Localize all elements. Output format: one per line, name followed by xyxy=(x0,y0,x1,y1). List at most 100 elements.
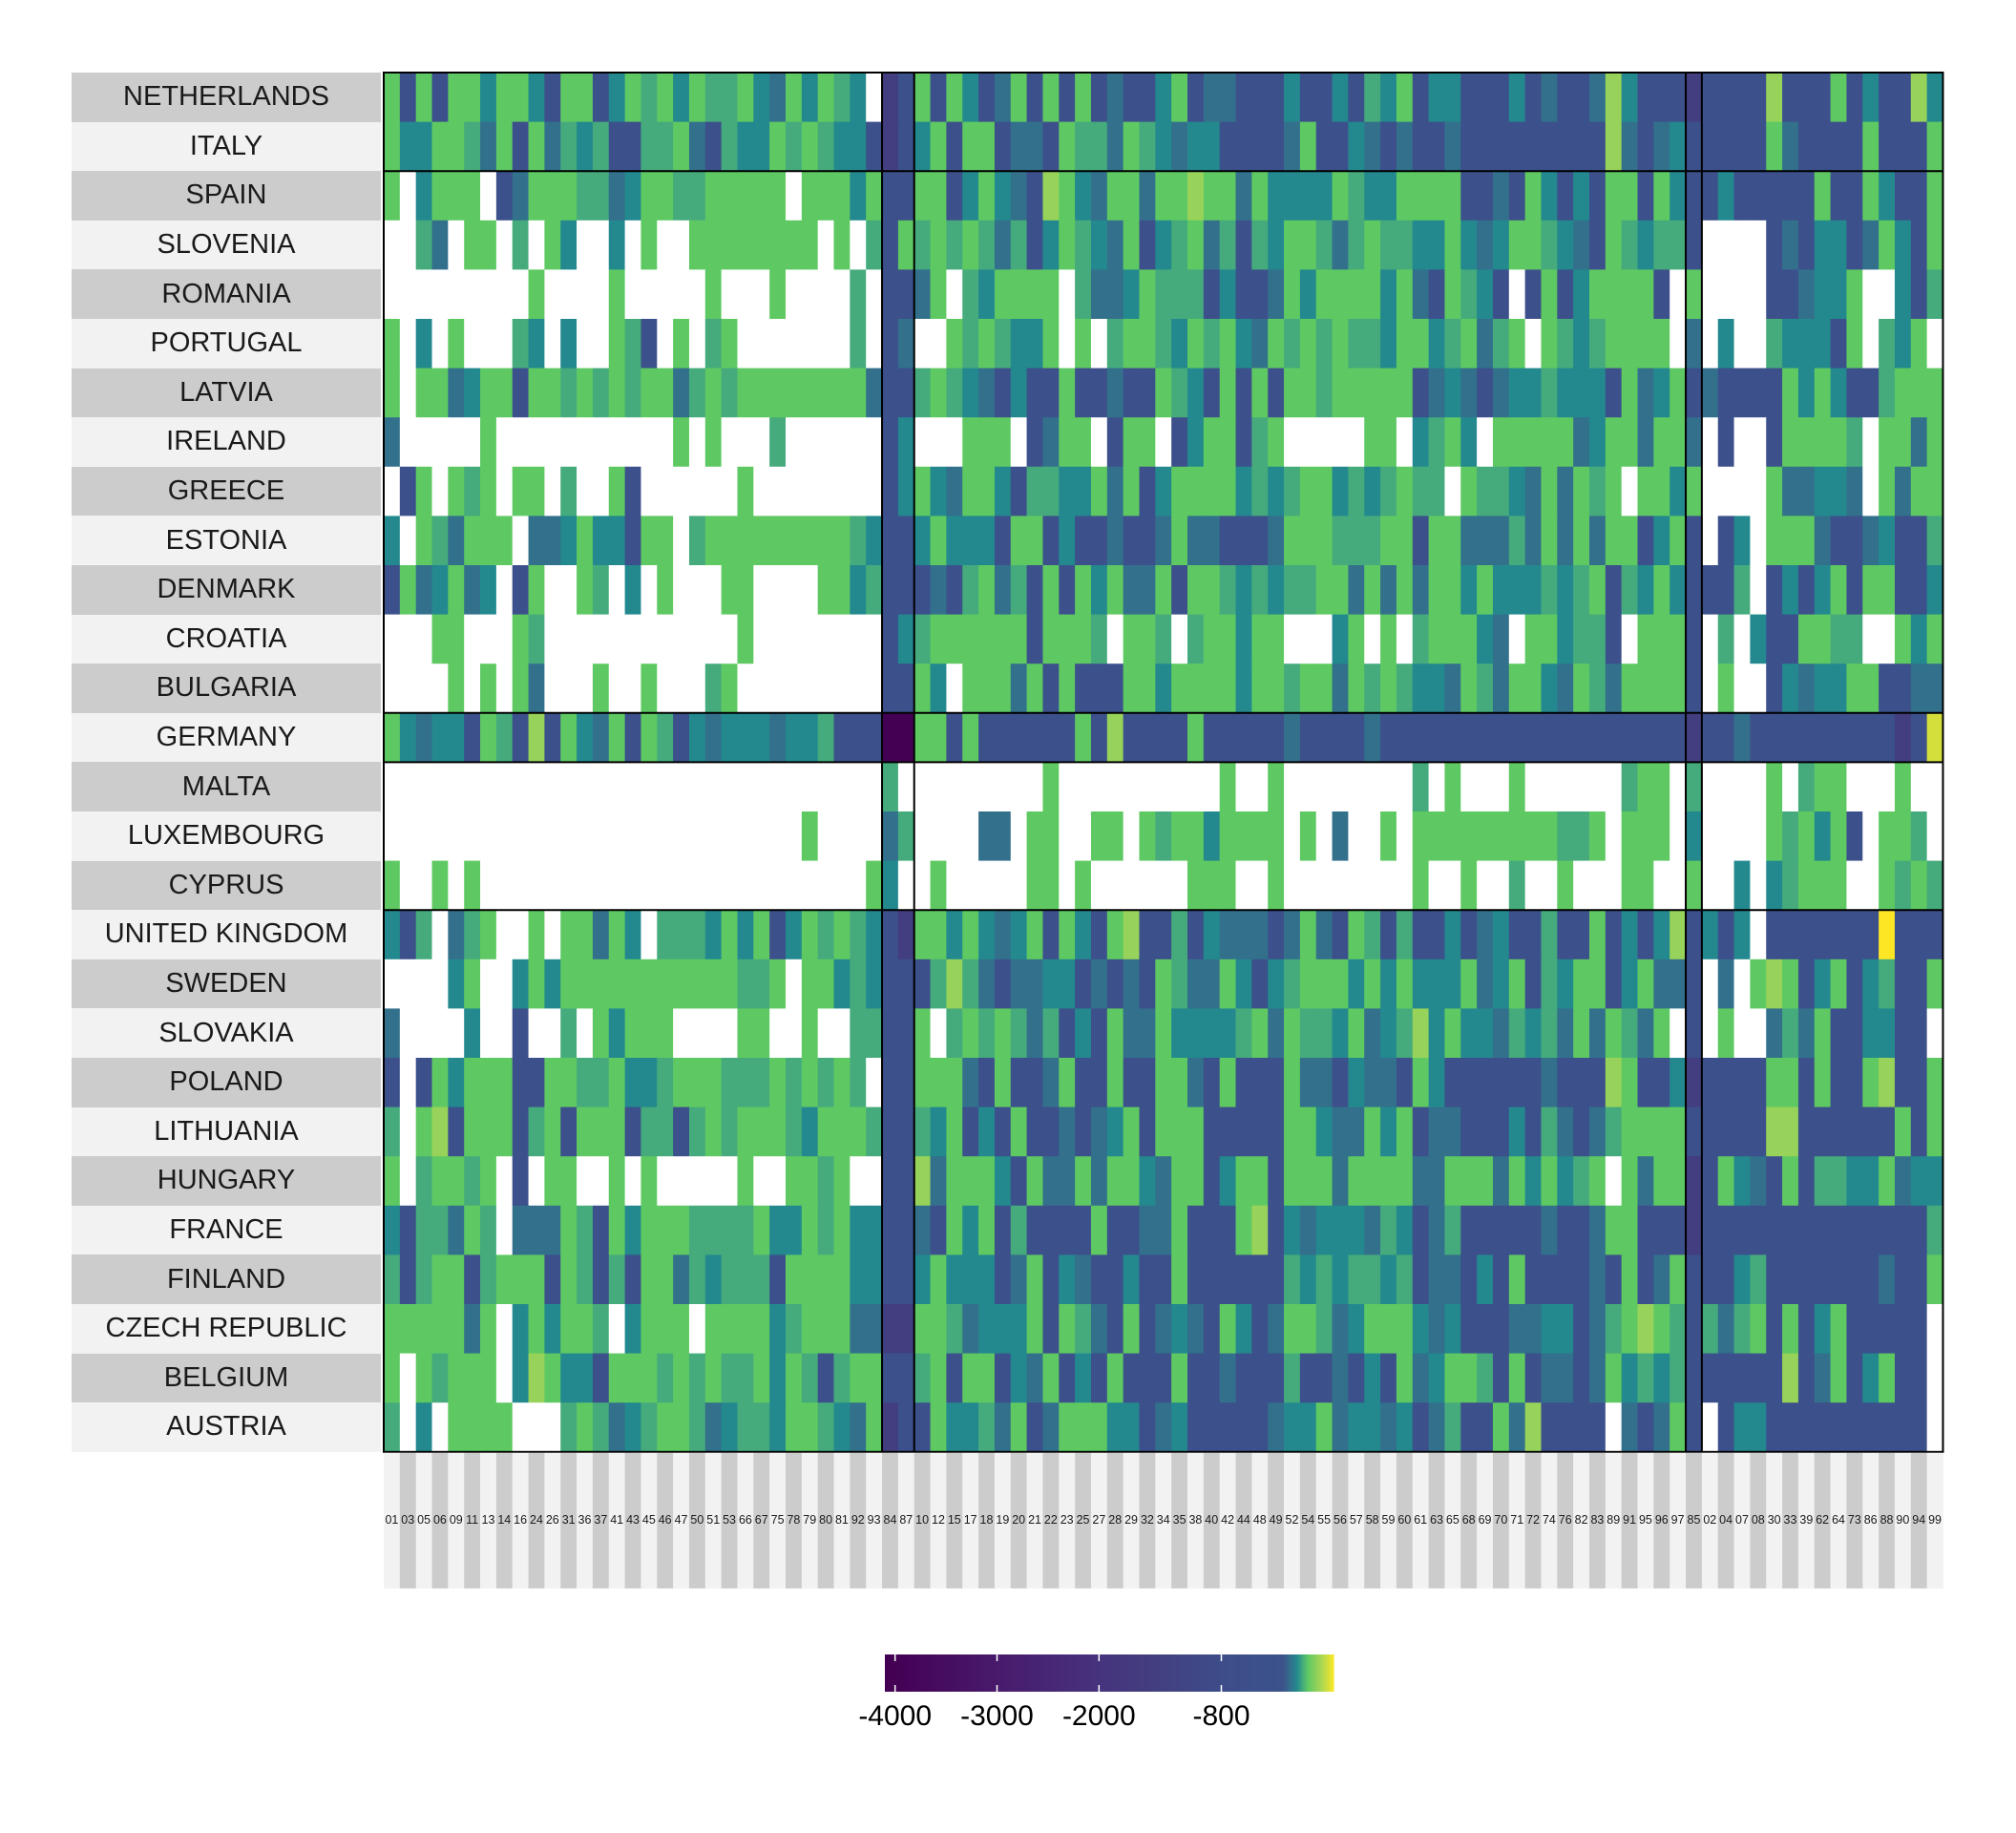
heatmap-cell xyxy=(1106,368,1124,418)
heatmap-cell xyxy=(1621,1008,1638,1059)
heatmap-cell xyxy=(1830,565,1847,615)
heatmap-cell xyxy=(1621,73,1638,122)
heatmap-cell xyxy=(1589,319,1606,369)
heatmap-cell xyxy=(1075,910,1092,960)
heatmap-cell xyxy=(1026,516,1043,566)
heatmap-cell xyxy=(978,73,996,122)
heatmap-cell xyxy=(962,319,979,369)
heatmap-cell xyxy=(850,614,867,664)
heatmap-cell xyxy=(1846,1304,1863,1354)
heatmap-cell xyxy=(1717,959,1734,1009)
heatmap-cell xyxy=(1364,664,1381,714)
heatmap-cell xyxy=(624,368,641,418)
heatmap-cell xyxy=(1315,269,1333,320)
colorbar-segment xyxy=(1001,1654,1004,1692)
heatmap-cell xyxy=(1830,1402,1847,1453)
heatmap-cell xyxy=(914,860,931,911)
heatmap-cell xyxy=(1123,171,1140,221)
colorbar-segment xyxy=(1020,1654,1023,1692)
heatmap-cell xyxy=(1686,1205,1703,1255)
heatmap-cell xyxy=(384,959,401,1009)
heatmap-cell xyxy=(560,1008,578,1059)
x-strip-band xyxy=(1412,1452,1429,1589)
heatmap-cell xyxy=(1284,565,1301,615)
heatmap-cell xyxy=(1075,368,1092,418)
heatmap-cell xyxy=(1428,565,1445,615)
heatmap-cell xyxy=(1203,121,1221,172)
heatmap-cell xyxy=(1766,959,1783,1009)
heatmap-cell xyxy=(480,1106,497,1157)
heatmap-cell xyxy=(1573,171,1590,221)
heatmap-cell xyxy=(753,1008,770,1059)
heatmap-cell xyxy=(1412,1156,1429,1207)
heatmap-cell xyxy=(1830,121,1847,172)
colorbar-segment xyxy=(1160,1654,1163,1692)
heatmap-cell xyxy=(1573,466,1590,516)
heatmap-cell xyxy=(1284,73,1301,122)
row-label: DENMARK xyxy=(72,565,381,615)
heatmap-cell xyxy=(1605,417,1623,468)
colorbar-segment xyxy=(1062,1654,1065,1692)
heatmap-cell xyxy=(592,1254,610,1305)
heatmap-cell xyxy=(1670,417,1687,468)
heatmap-cell xyxy=(592,220,610,270)
heatmap-cell xyxy=(704,1254,723,1305)
heatmap-cell xyxy=(608,220,625,270)
heatmap-cell xyxy=(688,368,706,418)
heatmap-cell xyxy=(962,1402,979,1453)
heatmap-cell xyxy=(1235,664,1252,714)
heatmap-cell xyxy=(592,1106,610,1157)
heatmap-cell xyxy=(753,664,770,714)
colorbar-segment xyxy=(969,1654,972,1692)
heatmap-cell xyxy=(897,319,915,369)
heatmap-cell xyxy=(994,269,1012,320)
heatmap-cell xyxy=(1010,910,1027,960)
heatmap-cell xyxy=(624,762,641,812)
heatmap-cell xyxy=(1589,1058,1606,1107)
heatmap-cell xyxy=(1605,762,1623,812)
heatmap-cell xyxy=(1766,1156,1783,1207)
heatmap-cell xyxy=(1686,171,1703,221)
heatmap-cell xyxy=(1750,811,1767,861)
heatmap-cell xyxy=(1026,614,1043,664)
heatmap-cell xyxy=(1492,811,1510,861)
heatmap-cell xyxy=(1187,1254,1205,1305)
colorbar-segment xyxy=(1196,1654,1199,1692)
heatmap-cell xyxy=(1766,664,1783,714)
heatmap-cell xyxy=(1042,516,1060,566)
colorbar-segment xyxy=(919,1654,922,1692)
heatmap-cell xyxy=(1492,1106,1510,1157)
x-tick-label: 71 xyxy=(1510,1513,1523,1527)
x-tick-label: 80 xyxy=(819,1513,832,1527)
heatmap-cell xyxy=(431,121,449,172)
heatmap-cell xyxy=(399,762,417,812)
heatmap-cell xyxy=(1894,1205,1912,1255)
heatmap-cell xyxy=(1106,959,1124,1009)
x-strip-band xyxy=(1477,1452,1494,1589)
heatmap-cell xyxy=(1653,319,1670,369)
heatmap-cell xyxy=(480,319,497,369)
heatmap-cell xyxy=(1203,171,1221,221)
heatmap-cell xyxy=(448,319,465,369)
heatmap-cell xyxy=(1670,73,1687,122)
heatmap-cell xyxy=(1717,171,1734,221)
heatmap-cell xyxy=(1380,762,1397,812)
heatmap-cell xyxy=(1106,664,1124,714)
heatmap-cell xyxy=(1139,1353,1156,1403)
colorbar-segment xyxy=(891,1654,893,1692)
heatmap-cell xyxy=(1670,565,1687,615)
heatmap-cell xyxy=(1075,811,1092,861)
heatmap-cell xyxy=(1106,220,1124,270)
heatmap-cell xyxy=(1605,1402,1623,1453)
heatmap-cell xyxy=(1010,1353,1027,1403)
heatmap-cell xyxy=(914,1353,931,1403)
heatmap-cell xyxy=(1814,73,1831,122)
heatmap-cell xyxy=(495,1353,514,1403)
heatmap-cell xyxy=(1814,565,1831,615)
heatmap-cell xyxy=(1926,1106,1943,1157)
heatmap-cell xyxy=(495,73,514,122)
heatmap-cell xyxy=(1830,73,1847,122)
heatmap-cell xyxy=(544,1106,561,1157)
heatmap-cell xyxy=(1846,417,1863,468)
heatmap-cell xyxy=(1477,1106,1494,1157)
